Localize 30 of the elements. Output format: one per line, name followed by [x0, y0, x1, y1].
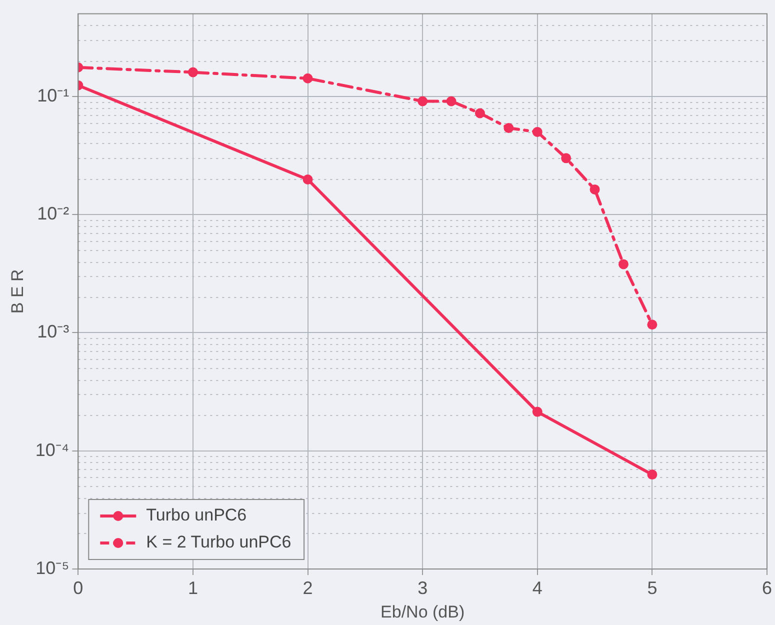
x-tick-label: 2 — [302, 578, 313, 598]
x-tick-label: 0 — [73, 578, 84, 598]
x-tick-label: 1 — [188, 578, 198, 598]
point — [446, 96, 456, 106]
point — [532, 406, 542, 417]
x-tick-label: 5 — [647, 578, 658, 598]
point — [590, 184, 600, 194]
x-axis-title: Eb/No (dB) — [380, 602, 465, 622]
y-tick-label: 10⁻⁴ — [35, 440, 70, 460]
x-tick-label: 6 — [762, 578, 772, 598]
point — [618, 259, 628, 270]
y-axis-title: B E R — [8, 269, 27, 314]
y-tick-label: 10⁻³ — [37, 322, 70, 342]
point — [474, 108, 485, 118]
point — [647, 320, 658, 330]
legend-label: K = 2 Turbo unPC6 — [146, 532, 292, 552]
point — [188, 67, 198, 78]
x-tick-label: 3 — [418, 578, 428, 598]
y-tick-label: 10⁻¹ — [37, 85, 70, 106]
point — [418, 96, 428, 106]
point — [302, 174, 313, 184]
x-tick-label: 4 — [532, 578, 542, 598]
point — [532, 126, 542, 137]
point — [302, 73, 313, 84]
point — [504, 123, 514, 134]
point — [647, 470, 658, 480]
y-tick-label: 10⁻⁵ — [36, 558, 70, 578]
legend-label: Turbo unPC6 — [146, 506, 247, 525]
y-tick-label: 10⁻² — [37, 204, 70, 224]
point — [561, 153, 572, 164]
